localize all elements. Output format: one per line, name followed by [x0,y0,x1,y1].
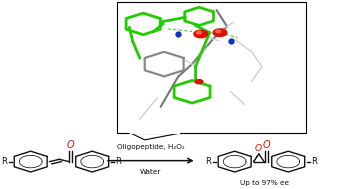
Polygon shape [131,133,179,140]
Text: O: O [254,143,261,153]
Bar [117,2,305,133]
Text: R: R [1,157,7,166]
Text: Oligopeptide, H₂O₂: Oligopeptide, H₂O₂ [117,144,185,150]
Circle shape [216,30,221,33]
Circle shape [194,30,208,38]
Text: Water: Water [140,169,161,175]
Text: R: R [205,157,211,166]
Text: O: O [67,140,74,150]
Text: R: R [116,157,121,166]
Circle shape [195,80,203,84]
Text: Up to 97% ee: Up to 97% ee [240,180,289,186]
Circle shape [213,29,227,36]
Text: R: R [311,157,317,166]
Text: O: O [263,140,270,150]
Circle shape [197,31,202,34]
